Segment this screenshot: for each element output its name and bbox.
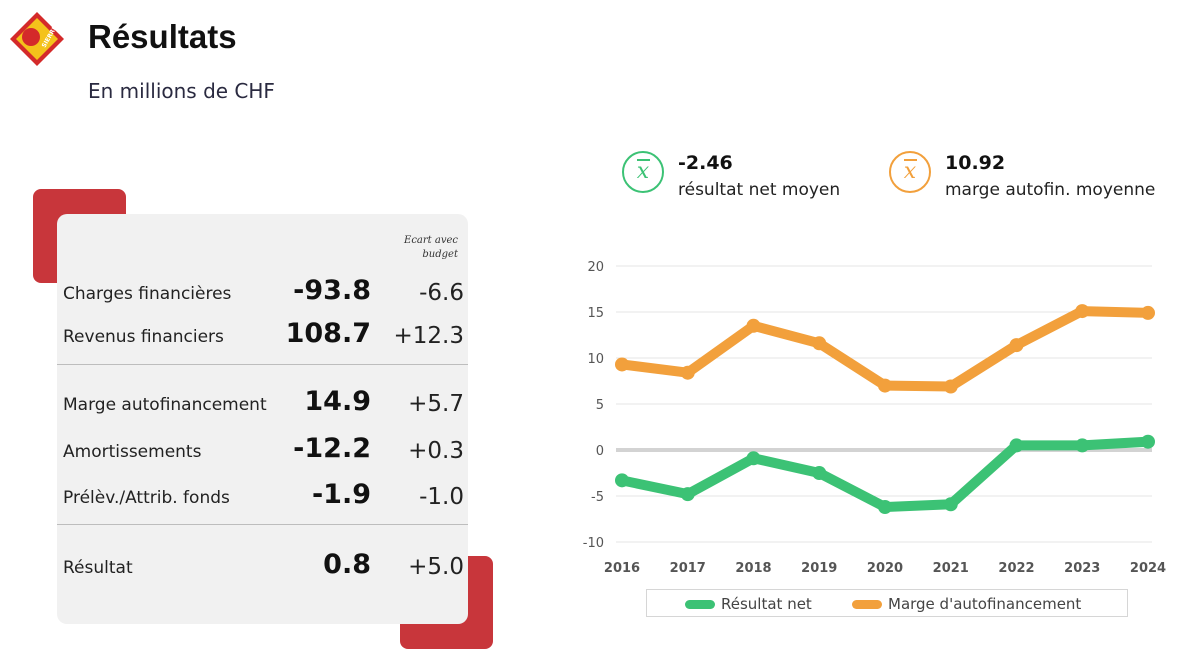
row-value: -12.2 xyxy=(293,433,371,464)
page-subtitle: En millions de CHF xyxy=(88,79,275,103)
table-row: Amortissements -12.2 +0.3 xyxy=(57,428,468,468)
y-tick-label: 5 xyxy=(596,398,604,413)
series-line-1 xyxy=(617,306,1153,392)
data-point xyxy=(1141,434,1155,449)
y-tick-label: 20 xyxy=(587,260,604,275)
table-row: Charges financières -93.8 -6.6 xyxy=(57,270,468,310)
y-tick-label: 15 xyxy=(587,306,604,321)
kpi-value-net-result: -2.46 xyxy=(678,152,733,174)
row-ecart: +0.3 xyxy=(408,438,464,464)
data-point xyxy=(812,466,827,480)
mean-icon: x xyxy=(622,151,664,193)
legend-swatch-orange xyxy=(852,600,882,609)
x-tick-label: 2018 xyxy=(735,561,771,576)
data-point xyxy=(812,336,827,351)
chart-legend: Résultat net Marge d'autofinancement xyxy=(646,589,1128,617)
legend-label: Marge d'autofinancement xyxy=(888,595,1082,613)
row-value: -93.8 xyxy=(293,275,371,306)
x-tick-label: 2022 xyxy=(998,561,1034,576)
kpi-value-margin: 10.92 xyxy=(945,152,1006,174)
row-label: Revenus financiers xyxy=(63,327,224,347)
y-tick-label: -10 xyxy=(583,536,604,551)
data-point xyxy=(878,500,892,515)
row-ecart: +5.0 xyxy=(408,554,464,580)
x-tick-label: 2020 xyxy=(867,561,903,576)
x-tick-label: 2017 xyxy=(670,561,706,576)
row-separator xyxy=(57,524,468,525)
row-separator xyxy=(57,364,468,365)
row-value: 14.9 xyxy=(304,386,371,417)
row-label: Résultat xyxy=(63,558,133,578)
data-point xyxy=(943,379,958,394)
row-ecart: -1.0 xyxy=(419,484,464,510)
ecart-column-header: Ecart avec budget xyxy=(404,235,458,260)
x-tick-label: 2024 xyxy=(1130,561,1166,576)
x-tick-label: 2016 xyxy=(604,561,640,576)
legend-item-margin: Marge d'autofinancement xyxy=(852,595,1081,613)
data-point xyxy=(943,497,958,512)
kpi-label-net-result: résultat net moyen xyxy=(678,180,841,200)
data-point xyxy=(1075,304,1090,319)
y-tick-label: 0 xyxy=(596,444,604,459)
legend-swatch-green xyxy=(685,600,715,609)
x-tick-label: 2019 xyxy=(801,561,837,576)
row-label: Prélèv./Attrib. fonds xyxy=(63,488,230,508)
data-point xyxy=(1009,338,1024,353)
data-point xyxy=(1141,305,1155,320)
x-tick-label: 2021 xyxy=(933,561,969,576)
row-label: Charges financières xyxy=(63,284,232,304)
mean-bar xyxy=(904,159,917,161)
table-row: Prélèv./Attrib. fonds -1.9 -1.0 xyxy=(57,474,468,514)
table-row: Revenus financiers 108.7 +12.3 xyxy=(57,313,468,353)
y-tick-label: -5 xyxy=(591,490,604,505)
row-value: -1.9 xyxy=(311,479,371,510)
results-card: Ecart avec budget Charges financières -9… xyxy=(57,214,468,624)
data-point xyxy=(1075,438,1090,453)
row-label: Amortissements xyxy=(63,442,202,462)
data-point xyxy=(746,451,761,466)
data-point xyxy=(615,357,629,372)
data-point xyxy=(680,487,695,502)
row-ecart: +5.7 xyxy=(408,391,464,417)
legend-item-net-result: Résultat net xyxy=(685,595,812,613)
data-point xyxy=(1009,438,1024,453)
legend-label: Résultat net xyxy=(721,595,812,613)
row-label: Marge autofinancement xyxy=(63,395,267,415)
row-value: 0.8 xyxy=(323,549,371,580)
data-point xyxy=(615,473,629,488)
table-row: Résultat 0.8 +5.0 xyxy=(57,544,468,584)
row-value: 108.7 xyxy=(285,318,371,349)
y-tick-label: 10 xyxy=(587,352,604,367)
mean-bar xyxy=(637,159,650,161)
mean-icon: x xyxy=(889,151,931,193)
data-point xyxy=(746,318,761,333)
row-ecart: +12.3 xyxy=(393,323,464,349)
row-ecart: -6.6 xyxy=(419,280,464,306)
data-point xyxy=(878,378,892,393)
data-point xyxy=(680,365,695,380)
city-logo: SIERRE xyxy=(10,12,64,66)
x-tick-label: 2023 xyxy=(1064,561,1100,576)
page-title: Résultats xyxy=(88,18,237,55)
kpi-label-margin: marge autofin. moyenne xyxy=(945,180,1156,200)
table-row: Marge autofinancement 14.9 +5.7 xyxy=(57,381,468,421)
